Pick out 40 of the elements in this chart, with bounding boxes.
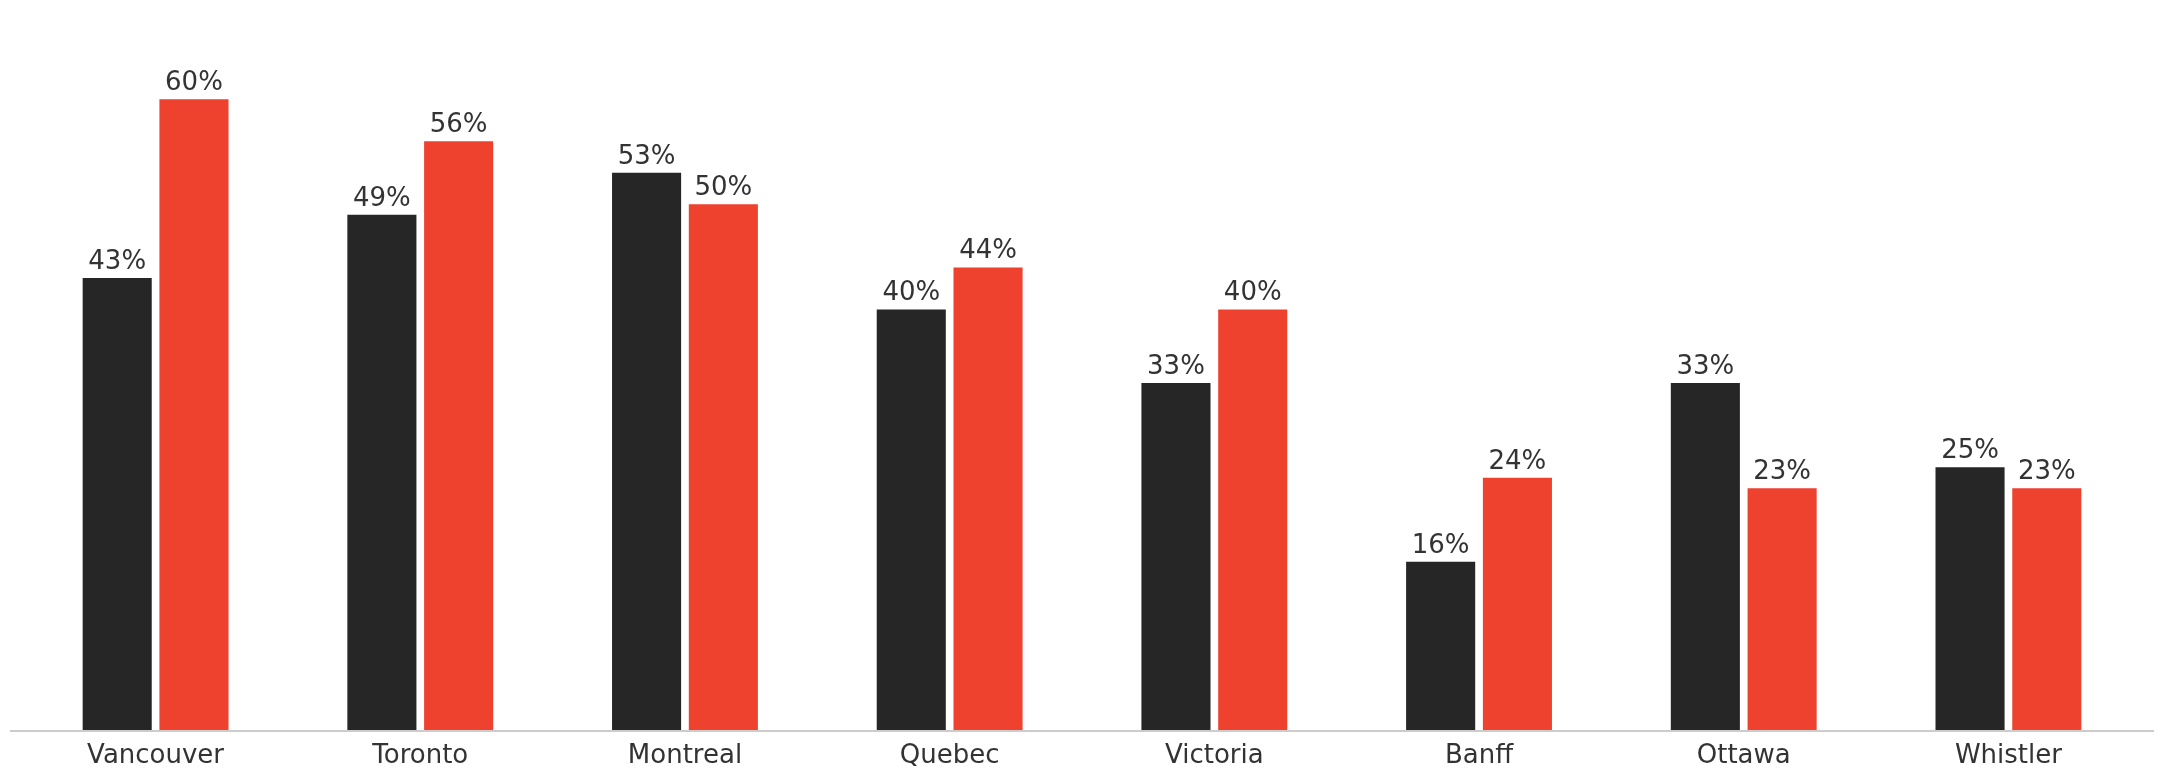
data-label: 56% [429, 108, 488, 139]
bar [159, 99, 229, 730]
data-label: 50% [694, 171, 753, 202]
data-label: 49% [352, 181, 411, 212]
data-label: 44% [959, 234, 1017, 265]
x-tick-label: Ottawa [1696, 739, 1791, 770]
data-label: 25% [1941, 434, 1999, 465]
bar [688, 204, 758, 730]
data-label: 53% [617, 139, 676, 170]
bar [953, 267, 1023, 730]
bar [612, 172, 682, 730]
data-label: 33% [1676, 350, 1735, 381]
bar [876, 309, 946, 730]
data-label: 43% [88, 244, 147, 275]
bar [424, 141, 494, 730]
x-tick-label: Quebec [899, 739, 1000, 770]
data-label: 33% [1147, 350, 1205, 381]
bar [82, 277, 152, 730]
data-label: 16% [1411, 528, 1470, 559]
data-label: 23% [2017, 455, 2076, 486]
x-tick-label: Montreal [627, 739, 743, 770]
data-label: 24% [1488, 444, 1547, 475]
data-label: 40% [882, 276, 941, 307]
bar [2012, 488, 2082, 730]
x-tick-label: Victoria [1165, 739, 1264, 770]
data-label: 40% [1223, 276, 1282, 307]
bar [1747, 488, 1817, 730]
bar [1406, 561, 1476, 730]
data-label: 23% [1753, 455, 1812, 486]
bar [347, 214, 417, 730]
bar [1218, 309, 1288, 730]
x-tick-label: Whistler [1954, 739, 2063, 770]
bar [1935, 467, 2005, 730]
data-label: 60% [165, 66, 223, 97]
bar [1141, 383, 1211, 730]
bar [1482, 477, 1552, 730]
bar [1670, 383, 1740, 730]
x-tick-label: Banff [1444, 739, 1515, 770]
x-tick-label: Vancouver [87, 739, 225, 770]
x-tick-label: Toronto [371, 739, 469, 770]
